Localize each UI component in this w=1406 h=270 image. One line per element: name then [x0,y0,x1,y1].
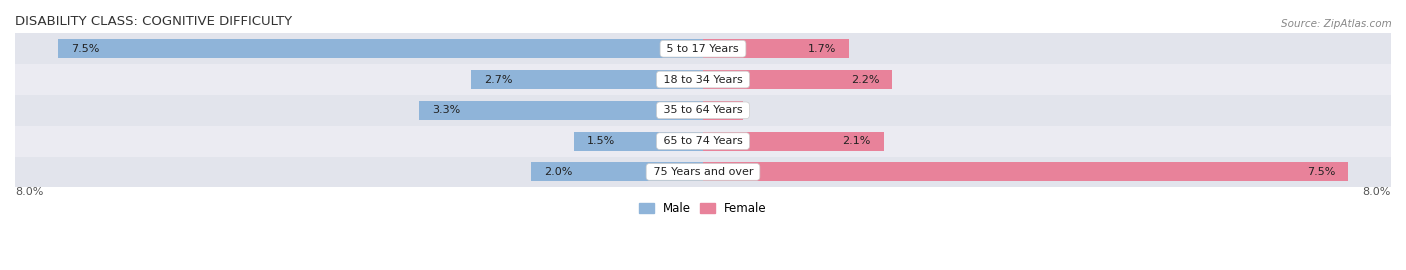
Bar [703,131,883,151]
Text: 18 to 34 Years: 18 to 34 Years [659,75,747,85]
Text: 8.0%: 8.0% [15,187,44,197]
Text: 5 to 17 Years: 5 to 17 Years [664,44,742,54]
Bar [703,70,893,89]
Bar [15,64,1391,95]
Bar [15,95,1391,126]
Text: DISABILITY CLASS: COGNITIVE DIFFICULTY: DISABILITY CLASS: COGNITIVE DIFFICULTY [15,15,292,28]
Text: 1.5%: 1.5% [586,136,616,146]
Bar [15,126,1391,157]
Bar [15,33,1391,64]
Bar [703,39,849,58]
Bar [531,162,703,181]
Text: 2.7%: 2.7% [484,75,512,85]
Text: 2.1%: 2.1% [842,136,870,146]
Text: 2.2%: 2.2% [851,75,879,85]
Text: 2.0%: 2.0% [544,167,572,177]
Text: 35 to 64 Years: 35 to 64 Years [659,105,747,115]
Text: 8.0%: 8.0% [1362,187,1391,197]
Text: 0.46%: 0.46% [695,105,730,115]
Text: 1.7%: 1.7% [808,44,837,54]
Text: 65 to 74 Years: 65 to 74 Years [659,136,747,146]
Legend: Male, Female: Male, Female [634,197,772,220]
Text: 75 Years and over: 75 Years and over [650,167,756,177]
Text: 7.5%: 7.5% [70,44,100,54]
Text: 7.5%: 7.5% [1306,167,1336,177]
Bar [15,157,1391,187]
Bar [58,39,703,58]
Bar [574,131,703,151]
Bar [703,162,1348,181]
Bar [703,101,742,120]
Text: 3.3%: 3.3% [432,105,460,115]
Bar [419,101,703,120]
Text: Source: ZipAtlas.com: Source: ZipAtlas.com [1281,19,1392,29]
Bar [471,70,703,89]
